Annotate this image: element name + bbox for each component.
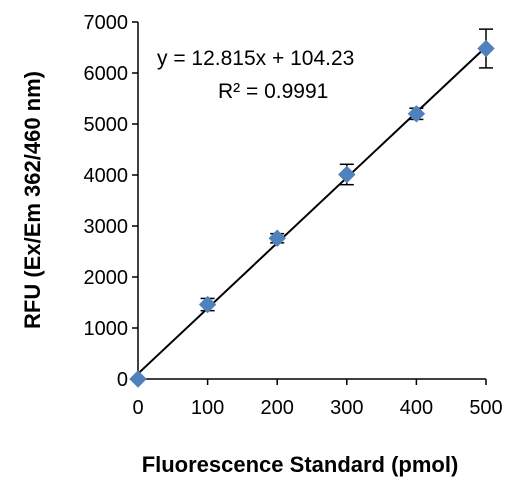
y-tick-label: 2000	[84, 267, 129, 289]
x-axis-title: Fluorescence Standard (pmol)	[142, 452, 459, 477]
y-tick-label: 6000	[84, 63, 129, 85]
x-tick-label: 100	[191, 397, 224, 419]
y-tick-labels: 0 1000 2000 3000 4000 5000 6000 7000	[84, 12, 129, 391]
y-tick-label: 1000	[84, 318, 129, 340]
trendline	[137, 46, 487, 375]
x-tick-label: 400	[400, 397, 433, 419]
trendline-equation: y = 12.815x + 104.23	[157, 47, 354, 70]
y-axis-title: RFU (Ex/Em 362/460 nm)	[20, 71, 45, 329]
data-point	[129, 370, 147, 388]
data-point	[338, 165, 356, 184]
trendline-layer	[137, 46, 487, 375]
data-point	[198, 295, 217, 314]
y-tick-label: 0	[117, 369, 128, 391]
data-point	[477, 39, 495, 58]
points-layer	[129, 39, 495, 388]
y-tick-label: 3000	[84, 216, 129, 238]
x-tick-label: 300	[330, 397, 363, 419]
y-tick-label: 7000	[84, 12, 129, 34]
data-point	[407, 105, 426, 123]
y-tick-label: 4000	[84, 165, 129, 187]
x-tick-label: 500	[469, 397, 502, 419]
trendline-r-squared: R² = 0.9991	[218, 80, 328, 103]
x-tick-label: 200	[261, 397, 294, 419]
x-tick-labels: 0 100 200 300 400 500	[132, 397, 502, 419]
y-tick-label: 5000	[84, 114, 129, 136]
axes	[132, 21, 487, 385]
x-tick-label: 0	[132, 397, 143, 419]
data-point	[268, 229, 286, 247]
